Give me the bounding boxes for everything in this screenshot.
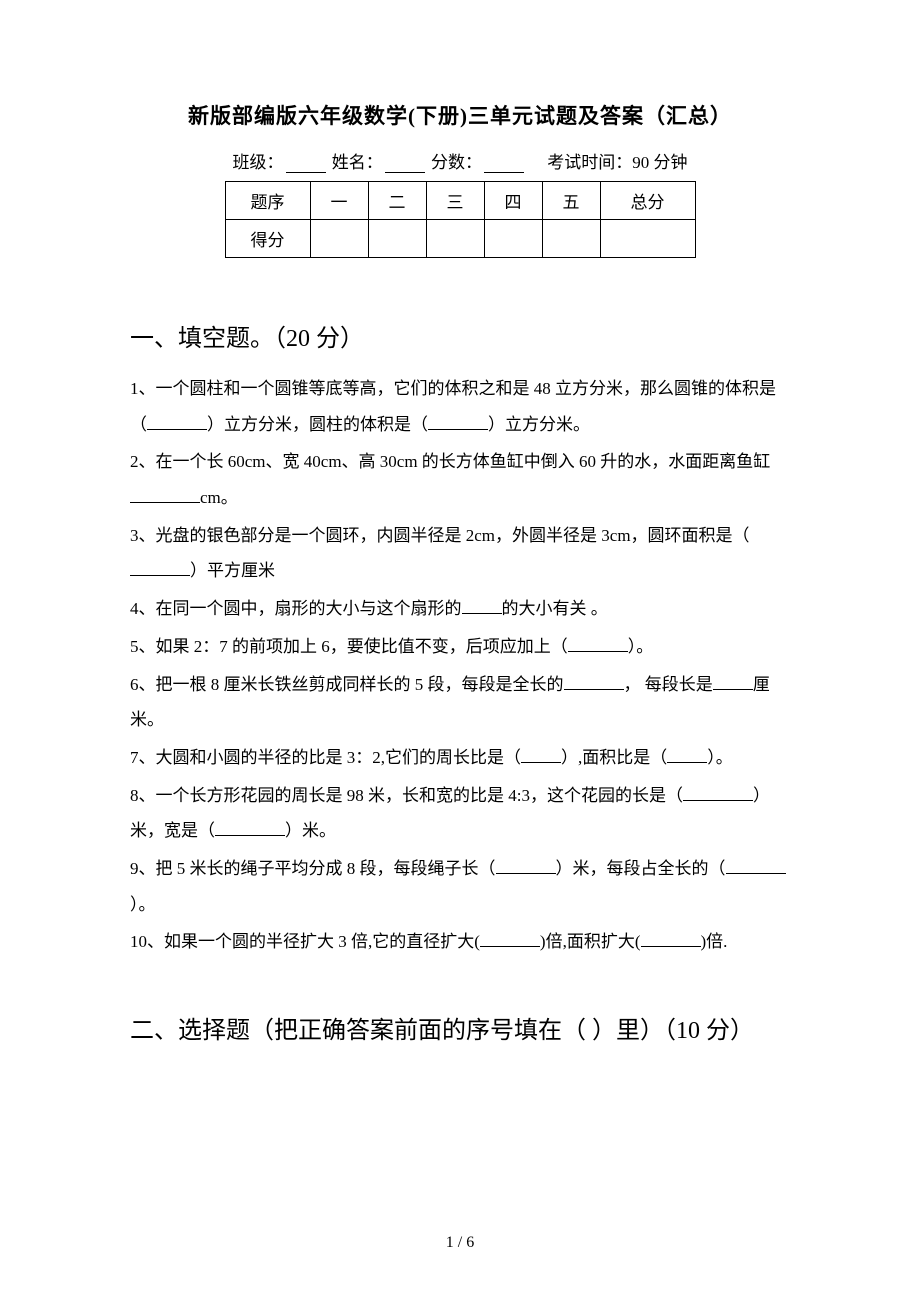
question-3: 3、光盘的银色部分是一个圆环，内圆半径是 2cm，外圆半径是 3cm，圆环面积是… bbox=[130, 518, 790, 589]
name-blank bbox=[385, 155, 425, 173]
q2-text-a: 2、在一个长 60cm、宽 40cm、高 30cm 的长方体鱼缸中倒入 60 升… bbox=[130, 452, 770, 471]
blank bbox=[130, 487, 200, 503]
q10-text-c: )倍. bbox=[701, 932, 728, 951]
section-1-heading: 一、填空题。（20 分） bbox=[130, 318, 790, 353]
q3-text-b: ）平方厘米 bbox=[190, 561, 275, 580]
question-4: 4、在同一个圆中，扇形的大小与这个扇形的 的大小有关 。 bbox=[130, 591, 790, 627]
blank bbox=[215, 820, 285, 836]
q4-text-b: 的大小有关 。 bbox=[502, 599, 608, 618]
blank bbox=[496, 858, 556, 874]
blank bbox=[568, 636, 628, 652]
q8-text-a: 8、一个长方形花园的周长是 98 米，长和宽的比是 4:3，这个花园的长是（ bbox=[130, 786, 683, 805]
q6-text-b: ， 每段长是 bbox=[624, 675, 713, 694]
q5-text-a: 5、如果 2：7 的前项加上 6，要使比值不变，后项应加上（ bbox=[130, 637, 568, 656]
blank bbox=[480, 931, 540, 947]
q3-text-a: 3、光盘的银色部分是一个圆环，内圆半径是 2cm，外圆半径是 3cm，圆环面积是… bbox=[130, 526, 750, 545]
score-label: 分数： bbox=[431, 153, 482, 172]
question-7: 7、大圆和小圆的半径的比是 3：2,它们的周长比是（ ）,面积比是（ ）。 bbox=[130, 740, 790, 776]
question-10: 10、如果一个圆的半径扩大 3 倍,它的直径扩大( )倍,面积扩大( )倍. bbox=[130, 924, 790, 960]
blank bbox=[147, 414, 207, 430]
blank bbox=[564, 674, 624, 690]
q7-text-b: ）,面积比是（ bbox=[561, 748, 667, 767]
table-score-row: 得分 bbox=[225, 220, 695, 258]
class-blank bbox=[286, 155, 326, 173]
question-1: 1、一个圆柱和一个圆锥等底等高，它们的体积之和是 48 立方分米，那么圆锥的体积… bbox=[130, 371, 790, 442]
exam-info-line: 班级： 姓名： 分数： 考试时间：90 分钟 bbox=[130, 148, 790, 173]
table-header-row: 题序 一 二 三 四 五 总分 bbox=[225, 182, 695, 220]
q1-text-c: ）立方分米。 bbox=[488, 415, 590, 434]
score-table: 题序 一 二 三 四 五 总分 得分 bbox=[225, 181, 696, 258]
q7-text-c: ）。 bbox=[707, 748, 733, 767]
header-cell: 总分 bbox=[600, 182, 695, 220]
header-cell: 题序 bbox=[225, 182, 310, 220]
q10-text-a: 10、如果一个圆的半径扩大 3 倍,它的直径扩大( bbox=[130, 932, 480, 951]
question-2: 2、在一个长 60cm、宽 40cm、高 30cm 的长方体鱼缸中倒入 60 升… bbox=[130, 444, 790, 515]
score-cell bbox=[600, 220, 695, 258]
score-blank bbox=[484, 155, 524, 173]
blank bbox=[428, 414, 488, 430]
q1-text-b: ）立方分米，圆柱的体积是（ bbox=[207, 415, 428, 434]
q9-text-b: ）米，每段占全长的（ bbox=[556, 859, 726, 878]
q6-text-a: 6、把一根 8 厘米长铁丝剪成同样长的 5 段，每段是全长的 bbox=[130, 675, 564, 694]
blank bbox=[667, 747, 707, 763]
blank bbox=[683, 785, 753, 801]
name-label: 姓名： bbox=[332, 153, 383, 172]
question-8: 8、一个长方形花园的周长是 98 米，长和宽的比是 4:3，这个花园的长是（ ）米… bbox=[130, 778, 790, 849]
score-cell bbox=[542, 220, 600, 258]
blank bbox=[462, 598, 502, 614]
q8-text-c: ）米。 bbox=[285, 821, 336, 840]
header-cell: 二 bbox=[368, 182, 426, 220]
blank bbox=[641, 931, 701, 947]
header-cell: 一 bbox=[310, 182, 368, 220]
section-2-heading: 二、选择题（把正确答案前面的序号填在（ ）里）（10 分） bbox=[130, 1010, 790, 1045]
blank bbox=[713, 674, 753, 690]
score-cell bbox=[310, 220, 368, 258]
score-cell bbox=[426, 220, 484, 258]
blank bbox=[521, 747, 561, 763]
q4-text-a: 4、在同一个圆中，扇形的大小与这个扇形的 bbox=[130, 599, 462, 618]
header-cell: 四 bbox=[484, 182, 542, 220]
time-label: 考试时间：90 分钟 bbox=[547, 153, 687, 172]
score-cell bbox=[484, 220, 542, 258]
q9-text-c: ）。 bbox=[130, 895, 156, 914]
question-9: 9、把 5 米长的绳子平均分成 8 段，每段绳子长（ ）米，每段占全长的（ ）。 bbox=[130, 851, 790, 922]
blank bbox=[726, 858, 786, 874]
page-number: 1 / 6 bbox=[0, 1234, 920, 1252]
q2-text-b: cm。 bbox=[200, 488, 238, 507]
q10-text-b: )倍,面积扩大( bbox=[540, 932, 641, 951]
header-cell: 三 bbox=[426, 182, 484, 220]
q9-text-a: 9、把 5 米长的绳子平均分成 8 段，每段绳子长（ bbox=[130, 859, 496, 878]
question-6: 6、把一根 8 厘米长铁丝剪成同样长的 5 段，每段是全长的， 每段长是厘米。 bbox=[130, 667, 790, 738]
header-cell: 五 bbox=[542, 182, 600, 220]
score-row-label: 得分 bbox=[225, 220, 310, 258]
class-label: 班级： bbox=[233, 153, 284, 172]
document-title: 新版部编版六年级数学(下册)三单元试题及答案（汇总） bbox=[130, 100, 790, 130]
question-5: 5、如果 2：7 的前项加上 6，要使比值不变，后项应加上（ ）。 bbox=[130, 629, 790, 665]
q5-text-b: ）。 bbox=[628, 637, 654, 656]
q7-text-a: 7、大圆和小圆的半径的比是 3：2,它们的周长比是（ bbox=[130, 748, 521, 767]
blank bbox=[130, 560, 190, 576]
score-cell bbox=[368, 220, 426, 258]
